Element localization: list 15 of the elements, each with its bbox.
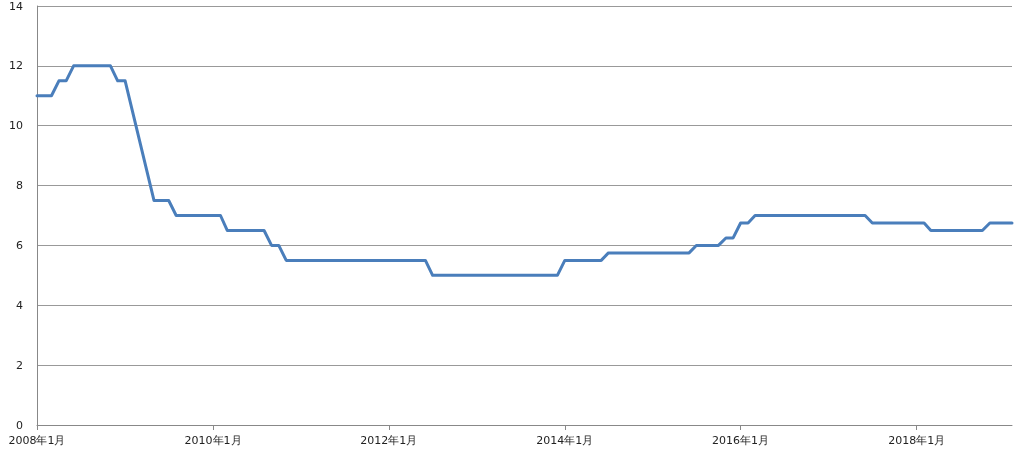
- x-tick-label: 2014年1月: [536, 434, 594, 447]
- x-tick-label: 2010年1月: [184, 434, 242, 447]
- y-tick-label: 4: [16, 298, 23, 312]
- x-tick-label: 2016年1月: [712, 434, 770, 447]
- y-tick-label: 14: [9, 0, 23, 13]
- y-tick-label: 6: [16, 238, 23, 252]
- x-tick-label: 2008年1月: [8, 434, 66, 447]
- y-tick-label: 10: [9, 119, 23, 133]
- x-tick-label: 2012年1月: [360, 434, 418, 447]
- x-tick-label: 2018年1月: [888, 434, 946, 447]
- y-tick-label: 8: [16, 179, 23, 193]
- line-series: [35, 64, 1014, 277]
- y-tick-label: 12: [9, 59, 23, 73]
- y-tick-label: 2: [16, 358, 23, 372]
- y-tick-label: 0: [16, 418, 23, 432]
